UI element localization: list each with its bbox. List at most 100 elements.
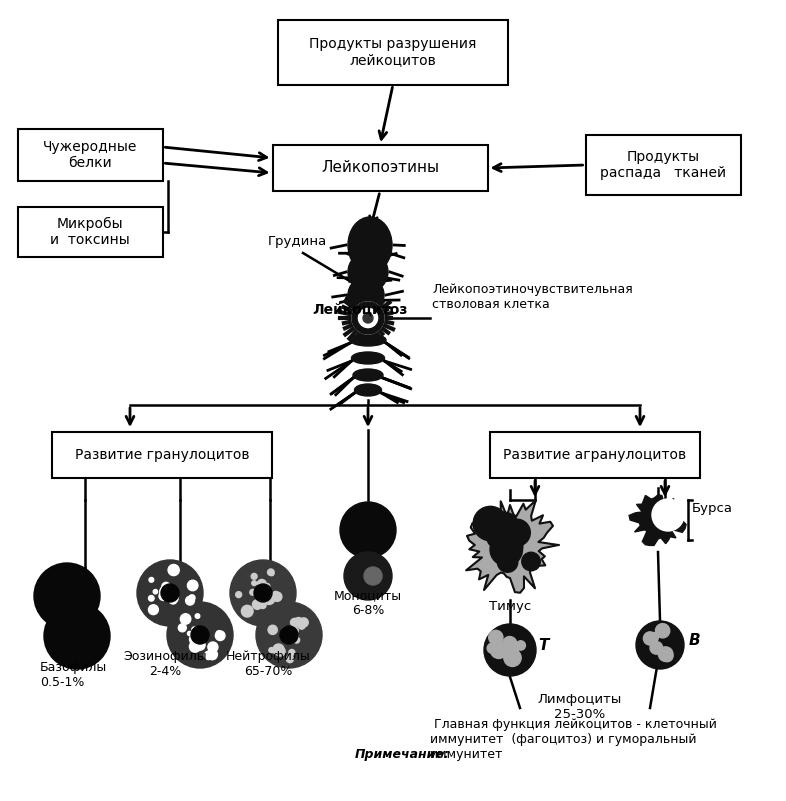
Circle shape	[236, 592, 241, 598]
Circle shape	[264, 583, 270, 589]
Circle shape	[250, 590, 255, 595]
Circle shape	[263, 593, 275, 605]
Circle shape	[488, 512, 519, 542]
Text: Грудина: Грудина	[268, 235, 327, 248]
Circle shape	[662, 650, 673, 662]
Circle shape	[204, 651, 213, 659]
Circle shape	[241, 606, 253, 617]
Text: Главная функция лейкоцитов - клеточный
иммунитет  (фагоцитоз) и гуморальный
имму: Главная функция лейкоцитов - клеточный и…	[430, 718, 717, 761]
Text: Тимус: Тимус	[489, 600, 531, 613]
Text: Развитие гранулоцитов: Развитие гранулоцитов	[75, 448, 249, 462]
Circle shape	[270, 572, 274, 576]
Circle shape	[195, 614, 200, 618]
Circle shape	[169, 596, 177, 604]
Text: Микробы
и  токсины: Микробы и токсины	[50, 217, 130, 248]
Circle shape	[286, 655, 293, 662]
Circle shape	[490, 642, 507, 658]
Circle shape	[501, 642, 518, 658]
Circle shape	[149, 595, 154, 601]
Circle shape	[273, 591, 278, 598]
Bar	[273, 145, 487, 191]
Text: Лейкопоэтины: Лейкопоэтины	[321, 160, 439, 175]
Circle shape	[344, 552, 392, 600]
Text: Чужеродные
белки: Чужеродные белки	[42, 140, 138, 170]
Circle shape	[254, 584, 272, 602]
Text: Лимфоциты
25-30%: Лимфоциты 25-30%	[538, 693, 623, 721]
Circle shape	[516, 641, 526, 650]
Circle shape	[171, 595, 178, 602]
Circle shape	[189, 595, 195, 601]
Circle shape	[498, 552, 518, 572]
Text: Т: Т	[538, 638, 548, 653]
Circle shape	[656, 624, 670, 638]
Circle shape	[164, 588, 169, 593]
Circle shape	[294, 618, 303, 626]
Polygon shape	[629, 495, 686, 545]
Circle shape	[153, 590, 157, 594]
Circle shape	[259, 590, 265, 596]
Circle shape	[281, 632, 293, 643]
Ellipse shape	[351, 352, 384, 364]
Circle shape	[149, 605, 158, 614]
Circle shape	[281, 627, 291, 636]
Text: Базофилы
0.5-1%: Базофилы 0.5-1%	[40, 661, 107, 689]
Circle shape	[215, 631, 225, 641]
Circle shape	[208, 642, 218, 652]
Circle shape	[256, 602, 322, 668]
Circle shape	[167, 602, 233, 668]
Circle shape	[263, 593, 271, 600]
Circle shape	[340, 502, 396, 558]
Circle shape	[299, 618, 308, 627]
Text: Лейкопоэтиночувствительная
стволовая клетка: Лейкопоэтиночувствительная стволовая кле…	[432, 283, 633, 311]
Circle shape	[161, 584, 179, 602]
Circle shape	[34, 563, 100, 629]
Circle shape	[636, 621, 684, 669]
Circle shape	[164, 590, 174, 600]
Circle shape	[652, 499, 684, 531]
Circle shape	[289, 650, 295, 655]
Circle shape	[489, 630, 503, 645]
Circle shape	[293, 637, 299, 643]
Ellipse shape	[353, 369, 383, 381]
Text: Лейкоцитоз: Лейкоцитоз	[312, 303, 408, 317]
Bar	[278, 19, 508, 84]
Circle shape	[192, 627, 196, 631]
Polygon shape	[466, 501, 558, 593]
Circle shape	[159, 592, 168, 601]
Bar	[17, 129, 163, 181]
Circle shape	[252, 574, 257, 579]
Circle shape	[273, 644, 284, 655]
Circle shape	[503, 519, 531, 546]
Circle shape	[164, 586, 176, 598]
Circle shape	[164, 588, 170, 594]
Circle shape	[182, 614, 189, 622]
Circle shape	[191, 626, 209, 644]
Circle shape	[280, 626, 298, 644]
Circle shape	[195, 640, 205, 650]
Text: Примечание:: Примечание:	[355, 748, 450, 761]
Circle shape	[160, 586, 171, 598]
Bar	[586, 135, 740, 195]
Text: Развитие агранулоцитов: Развитие агранулоцитов	[504, 448, 686, 462]
Circle shape	[505, 644, 517, 656]
Circle shape	[286, 632, 292, 638]
Circle shape	[268, 626, 277, 634]
Ellipse shape	[348, 277, 384, 313]
Circle shape	[276, 647, 285, 656]
Circle shape	[207, 650, 218, 660]
Text: Моноциты
6-8%: Моноциты 6-8%	[334, 589, 402, 617]
Circle shape	[286, 633, 292, 638]
Text: Продукты разрушения
лейкоцитов: Продукты разрушения лейкоцитов	[310, 37, 476, 67]
Circle shape	[487, 522, 514, 549]
Circle shape	[257, 579, 266, 589]
Circle shape	[273, 592, 282, 602]
Circle shape	[178, 624, 186, 632]
Circle shape	[490, 533, 523, 566]
Circle shape	[259, 602, 266, 609]
Circle shape	[189, 634, 200, 645]
Bar	[52, 432, 272, 478]
Circle shape	[187, 580, 198, 590]
Circle shape	[473, 506, 508, 541]
Circle shape	[252, 581, 256, 586]
Circle shape	[522, 552, 540, 571]
